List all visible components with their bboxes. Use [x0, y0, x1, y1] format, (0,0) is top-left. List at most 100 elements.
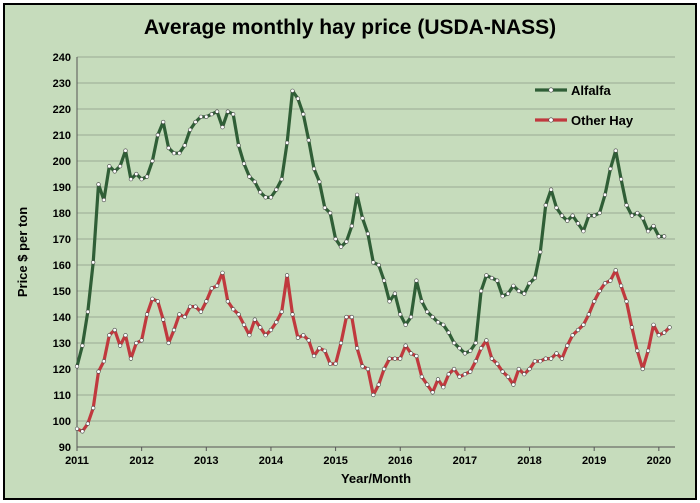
point-0-103 — [629, 213, 635, 218]
point-1-86 — [538, 359, 543, 364]
point-0-59 — [392, 291, 398, 296]
point-0-27 — [220, 125, 225, 130]
point-0-16 — [161, 119, 166, 125]
point-1-64 — [419, 374, 424, 379]
point-0-30 — [236, 143, 241, 148]
y-tick-200: 200 — [53, 156, 71, 168]
point-1-28 — [225, 299, 230, 304]
point-1-24 — [204, 299, 209, 304]
point-1-95 — [586, 312, 591, 317]
point-1-94 — [581, 322, 586, 327]
point-0-86 — [538, 249, 543, 255]
point-1-47 — [328, 361, 333, 366]
point-1-44 — [311, 353, 317, 359]
point-1-7 — [112, 327, 117, 333]
point-1-56 — [376, 382, 381, 387]
point-0-106 — [645, 229, 651, 234]
point-0-3 — [91, 260, 96, 265]
point-0-11 — [134, 171, 139, 177]
point-1-57 — [382, 366, 387, 372]
point-0-12 — [139, 177, 144, 182]
point-1-60 — [398, 356, 403, 361]
point-1-19 — [177, 312, 182, 317]
point-0-25 — [209, 112, 214, 117]
point-0-29 — [231, 112, 236, 117]
legend-alfalfa-marker — [548, 87, 554, 93]
point-0-77 — [489, 275, 494, 281]
point-1-50 — [344, 314, 349, 320]
point-1-104 — [635, 348, 640, 353]
y-tick-230: 230 — [53, 78, 71, 90]
y-tick-110: 110 — [53, 390, 71, 402]
point-0-88 — [548, 187, 554, 192]
point-1-108 — [656, 333, 661, 338]
point-1-40 — [290, 312, 295, 317]
series-0 — [74, 88, 667, 369]
y-tick-140: 140 — [53, 312, 71, 324]
point-1-96 — [592, 299, 597, 304]
point-0-54 — [365, 231, 371, 236]
point-1-15 — [155, 299, 160, 304]
point-1-53 — [360, 364, 365, 369]
point-0-66 — [430, 314, 435, 320]
point-0-63 — [414, 278, 419, 283]
point-0-34 — [258, 190, 263, 195]
point-0-32 — [247, 174, 252, 179]
point-1-0 — [74, 426, 80, 431]
point-0-69 — [446, 330, 451, 335]
point-0-23 — [198, 114, 203, 119]
point-1-38 — [279, 309, 284, 314]
y-tick-220: 220 — [53, 104, 71, 116]
point-0-43 — [306, 138, 311, 143]
point-1-43 — [306, 338, 311, 343]
point-0-108 — [656, 234, 661, 239]
point-1-30 — [236, 312, 241, 317]
point-0-33 — [252, 179, 257, 184]
point-1-52 — [355, 346, 360, 351]
point-1-65 — [425, 382, 430, 387]
point-0-4 — [96, 182, 101, 187]
point-0-7 — [112, 169, 117, 174]
point-0-47 — [328, 210, 333, 216]
point-1-73 — [468, 369, 473, 374]
point-0-67 — [435, 320, 441, 325]
y-tick-240: 240 — [53, 52, 71, 64]
point-0-61 — [403, 322, 408, 327]
point-1-49 — [338, 340, 344, 346]
point-0-83 — [522, 291, 527, 296]
point-1-97 — [597, 288, 602, 294]
y-tick-100: 100 — [53, 416, 71, 428]
point-0-76 — [484, 273, 489, 278]
point-0-65 — [425, 309, 430, 314]
point-0-17 — [166, 145, 171, 151]
point-1-70 — [452, 366, 457, 372]
point-0-39 — [285, 140, 290, 145]
y-tick-160: 160 — [53, 260, 71, 272]
point-0-10 — [128, 177, 133, 182]
point-0-37 — [274, 187, 279, 192]
point-1-6 — [107, 333, 112, 338]
point-0-15 — [155, 132, 160, 138]
x-tick-2020: 2020 — [647, 455, 671, 467]
point-0-20 — [182, 143, 187, 148]
point-1-11 — [134, 340, 139, 346]
point-1-88 — [548, 356, 554, 361]
point-0-22 — [193, 119, 198, 125]
series-1 — [74, 268, 672, 434]
point-0-24 — [204, 114, 209, 119]
point-0-107 — [651, 223, 656, 229]
point-1-18 — [171, 327, 177, 333]
point-1-98 — [602, 281, 608, 286]
point-1-91 — [565, 343, 570, 348]
point-0-80 — [505, 291, 511, 296]
point-1-74 — [473, 359, 478, 364]
point-1-76 — [484, 338, 489, 343]
x-tick-2011: 2011 — [65, 455, 89, 467]
point-0-96 — [592, 213, 597, 218]
point-0-13 — [144, 174, 150, 179]
point-1-77 — [489, 356, 494, 361]
point-0-109 — [662, 234, 667, 239]
x-tick-2012: 2012 — [129, 455, 153, 467]
y-gridlines — [77, 56, 675, 422]
point-1-23 — [198, 309, 203, 314]
